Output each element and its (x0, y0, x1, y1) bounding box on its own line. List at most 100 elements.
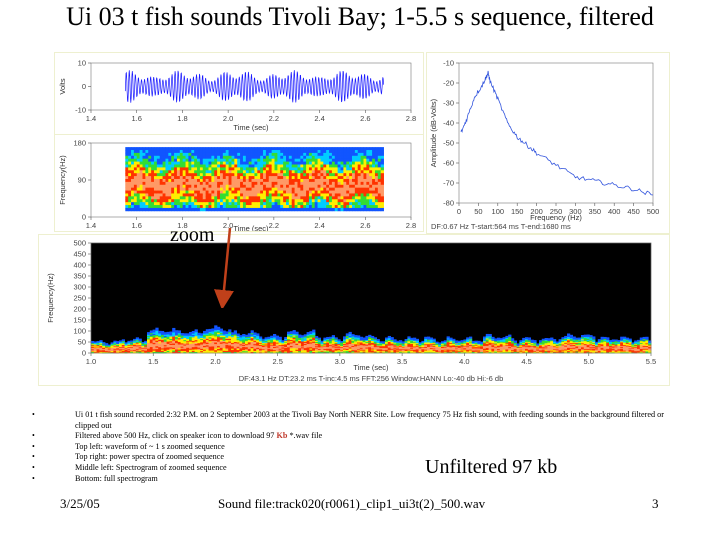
spectrogram-cell (186, 334, 190, 336)
spectrogram-cell (349, 187, 353, 191)
spectrogram-cell (275, 338, 279, 340)
spectrogram-cell (432, 344, 436, 346)
spectrogram-cell (179, 184, 184, 189)
spectrogram-cell (133, 170, 138, 174)
spectrogram-cell (379, 349, 383, 351)
spectrogram-cell (300, 190, 304, 194)
spectrogram-cell (497, 339, 501, 341)
spectrogram-cell (211, 150, 215, 154)
spectrogram-cell (449, 351, 453, 353)
spectrogram-cell (151, 161, 155, 165)
spectrogram-cell (312, 342, 316, 345)
spectrogram-cell (225, 332, 229, 335)
spectrogram-cell (200, 344, 204, 346)
spectrogram-cell (345, 341, 349, 343)
spectrogram-cell (175, 347, 179, 350)
spectrogram-cell (149, 347, 153, 350)
spectrogram-cell (298, 336, 302, 338)
spectrogram-cell (197, 176, 201, 180)
spectrogram-cell (208, 207, 212, 212)
spectrogram-cell (182, 147, 186, 151)
spectrogram-cell (331, 150, 336, 154)
spectrogram-cell (291, 158, 296, 162)
spectrogram-cell (348, 333, 352, 335)
spectrogram-cell (233, 340, 237, 342)
spectrogram-cell (363, 164, 367, 168)
spectrogram-cell (390, 346, 394, 348)
spectrogram-cell (141, 351, 145, 353)
spectrogram-cell (158, 335, 162, 338)
spectrogram-cell (242, 176, 247, 180)
spectrogram-cell (471, 342, 475, 344)
spectrogram-cell (91, 344, 95, 346)
spectrogram-cell (314, 173, 318, 177)
spectrogram-cell (491, 344, 495, 347)
spectrogram-cell (488, 333, 492, 336)
spectrogram-cell (396, 349, 400, 351)
spectrogram-cell (399, 345, 403, 347)
spectrogram-cell (466, 338, 470, 340)
spectrogram-cell (438, 343, 442, 344)
spectrogram-cell (211, 178, 215, 183)
spectrogram-cell (191, 335, 195, 338)
spectrogram-cell (128, 205, 132, 209)
spectrogram-cell (121, 348, 125, 350)
spectrogram-cell (199, 161, 204, 165)
spectrogram-cell (315, 341, 319, 343)
spectrogram-cell (261, 338, 265, 340)
spectrogram-cell (203, 346, 207, 349)
spectrogram-cell (382, 342, 386, 344)
spectrogram-cell (301, 345, 305, 347)
spectrogram-cell (205, 147, 209, 151)
spectrogram-cell (156, 158, 161, 162)
spectrogram-cell (483, 350, 487, 352)
spectrogram-cell (488, 335, 492, 337)
spectrogram-cell (242, 167, 247, 171)
spectrogram-cell (211, 347, 215, 350)
spectrogram-cell (222, 207, 227, 212)
spectrogram-cell (96, 341, 100, 343)
spectrogram-cell (166, 340, 170, 342)
spectrogram-cell (368, 336, 372, 339)
spectrogram-cell (273, 342, 277, 344)
spectrogram-cell (273, 349, 277, 352)
spectrogram-cell (488, 337, 492, 339)
spectrogram-cell (297, 202, 301, 206)
spectrogram-cell (463, 343, 467, 346)
spectrogram-cell (107, 351, 111, 353)
spectrogram-cell (105, 343, 109, 345)
spectrogram-cell (284, 347, 288, 349)
spectrogram-cell (202, 150, 207, 154)
spectrogram-cell (527, 346, 531, 348)
spectrogram-cell (374, 196, 379, 200)
spectrogram-cell (463, 349, 467, 351)
spectrogram-cell (248, 187, 252, 191)
spectrogram-cell (239, 350, 243, 352)
spectrogram-cell (359, 347, 363, 349)
spectrogram-cell (208, 150, 212, 154)
spectrogram-cell (264, 351, 268, 353)
spectrogram-cell (165, 161, 169, 165)
spectrogram-cell (274, 190, 278, 194)
spectrogram-cell (345, 333, 349, 335)
spectrogram-cell (141, 348, 145, 350)
spectrogram-cell (283, 170, 287, 174)
spectrogram-cell (271, 164, 275, 168)
spectrogram-cell (234, 176, 238, 180)
spectrogram-cell (261, 340, 265, 342)
spectrogram-cell (197, 155, 201, 160)
spectrogram-cell (497, 341, 501, 344)
spectrogram-cell (247, 346, 251, 348)
spectrogram-cell (194, 335, 198, 338)
spectrogram-cell (183, 343, 187, 345)
spectrogram-cell (320, 348, 324, 350)
spectrogram-cell (163, 334, 167, 336)
spectrogram-cell (295, 345, 299, 348)
spectrogram-cell (186, 351, 190, 354)
spectrogram-cell (374, 161, 379, 165)
spectrogram-cell (303, 167, 307, 171)
spectrogram-cell (297, 155, 301, 160)
spectrogram-cell (107, 349, 111, 351)
spectrogram-cell (463, 346, 467, 348)
spectrogram-cell (494, 338, 498, 340)
